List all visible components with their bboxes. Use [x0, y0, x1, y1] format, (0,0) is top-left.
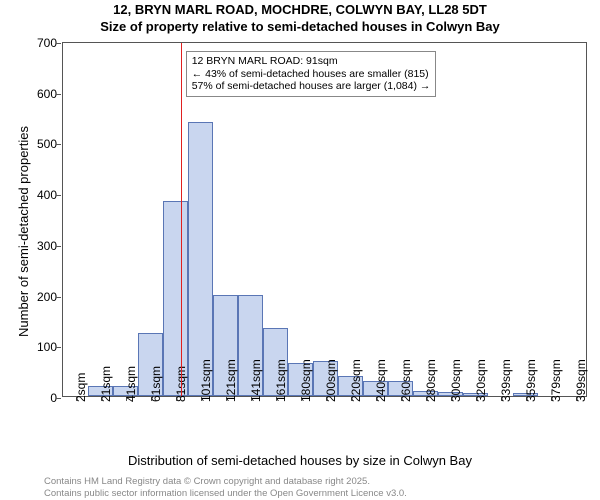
x-tick-label: 260sqm	[399, 353, 413, 402]
x-tick-label: 2sqm	[74, 367, 88, 402]
x-tick-label: 339sqm	[499, 353, 513, 402]
title-line-2: Size of property relative to semi-detach…	[0, 19, 600, 36]
chart-title: 12, BRYN MARL ROAD, MOCHDRE, COLWYN BAY,…	[0, 2, 600, 36]
x-axis-label: Distribution of semi-detached houses by …	[0, 453, 600, 468]
x-tick-label: 359sqm	[524, 353, 538, 402]
x-tick-label: 21sqm	[99, 360, 113, 402]
x-tick-label: 240sqm	[374, 353, 388, 402]
x-tick-label: 121sqm	[224, 353, 238, 402]
x-tick-label: 141sqm	[249, 353, 263, 402]
plot-area: 01002003004005006007002sqm21sqm41sqm61sq…	[62, 42, 587, 397]
x-tick-label: 300sqm	[449, 353, 463, 402]
x-tick-label: 161sqm	[274, 353, 288, 402]
property-marker-line	[181, 43, 182, 396]
marker-box-line: 12 BRYN MARL ROAD: 91sqm	[192, 55, 431, 68]
x-tick-label: 200sqm	[324, 353, 338, 402]
x-tick-label: 280sqm	[424, 353, 438, 402]
x-tick-label: 180sqm	[299, 353, 313, 402]
x-tick-label: 41sqm	[124, 360, 138, 402]
x-tick-label: 220sqm	[349, 353, 363, 402]
x-tick-label: 101sqm	[199, 353, 213, 402]
footer-line-2: Contains public sector information licen…	[44, 488, 407, 500]
attribution-footer: Contains HM Land Registry data © Crown c…	[44, 476, 407, 500]
property-marker-annotation: 12 BRYN MARL ROAD: 91sqm← 43% of semi-de…	[186, 51, 437, 97]
x-tick-label: 399sqm	[574, 353, 588, 402]
marker-box-line: 57% of semi-detached houses are larger (…	[192, 80, 431, 93]
x-tick-label: 320sqm	[474, 353, 488, 402]
footer-line-1: Contains HM Land Registry data © Crown c…	[44, 476, 407, 488]
x-tick-label: 61sqm	[149, 360, 163, 402]
title-line-1: 12, BRYN MARL ROAD, MOCHDRE, COLWYN BAY,…	[0, 2, 600, 19]
y-axis-label: Number of semi-detached properties	[16, 126, 31, 337]
x-tick-label: 379sqm	[549, 353, 563, 402]
marker-box-line: ← 43% of semi-detached houses are smalle…	[192, 68, 431, 81]
